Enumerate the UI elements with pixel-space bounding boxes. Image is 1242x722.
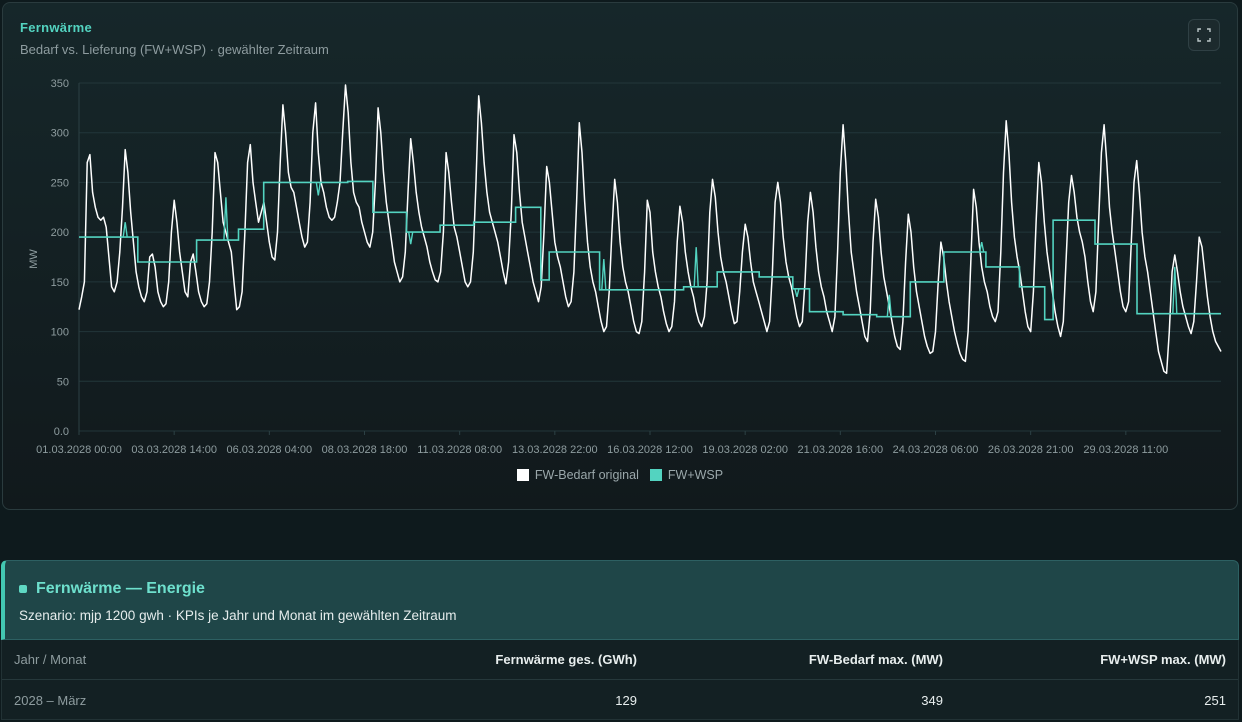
delivery-peak	[408, 231, 414, 245]
legend-item-delivery[interactable]: FW+WSP	[649, 468, 724, 482]
fullscreen-button[interactable]	[1188, 19, 1220, 51]
x-tick-label: 16.03.2028 12:00	[607, 444, 693, 456]
chart-series	[78, 84, 1222, 375]
y-tick-label: 350	[51, 78, 69, 90]
kpi-table-header: Jahr / Monat Fernwärme ges. (GWh) FW-Bed…	[2, 640, 1238, 680]
legend-label-delivery: FW+WSP	[667, 468, 724, 482]
y-tick-label: 200	[51, 227, 69, 239]
x-tick-label: 29.03.2028 11:00	[1083, 444, 1168, 456]
y-axis-label: MW	[28, 249, 40, 269]
series-line-delivery	[79, 180, 1221, 321]
cell-energy: 129	[615, 693, 637, 708]
y-tick-label: 0.0	[54, 426, 69, 438]
fullscreen-icon	[1197, 28, 1211, 42]
chart-title: Fernwärme	[20, 20, 93, 35]
legend-swatch-demand	[516, 469, 529, 481]
cell-demand-max: 349	[921, 693, 943, 708]
x-tick-label: 08.03.2028 18:00	[322, 444, 408, 456]
square-bullet-icon	[19, 585, 27, 593]
x-tick-label: 03.03.2028 14:00	[131, 444, 217, 456]
delivery-peak	[979, 241, 985, 253]
x-tick-label: 21.03.2028 16:00	[798, 444, 884, 456]
x-tick-label: 19.03.2028 02:00	[702, 444, 788, 456]
column-header-delivery-max[interactable]: FW+WSP max. (MW)	[1100, 652, 1226, 667]
legend-item-demand[interactable]: FW-Bedarf original	[516, 468, 639, 482]
column-header-period[interactable]: Jahr / Monat	[14, 652, 87, 667]
x-tick-label: 26.03.2028 21:00	[988, 444, 1074, 456]
delivery-peak	[315, 182, 321, 196]
x-tick-label: 01.03.2028 00:00	[36, 444, 122, 456]
delivery-peak	[693, 247, 699, 287]
column-header-demand-max[interactable]: FW-Bedarf max. (MW)	[808, 652, 943, 667]
series-line-demand	[78, 84, 1222, 375]
legend-label-demand: FW-Bedarf original	[534, 468, 639, 482]
table-row: 2028 – März 129 349 251	[2, 681, 1238, 721]
chart-subtitle: Bedarf vs. Lieferung (FW+WSP) · gewählte…	[20, 42, 329, 57]
cell-delivery-max: 251	[1204, 693, 1226, 708]
delivery-peak	[794, 288, 800, 297]
y-tick-label: 100	[51, 327, 69, 339]
cell-period: 2028 – März	[14, 693, 87, 708]
x-tick-label: 13.03.2028 22:00	[512, 444, 598, 456]
x-tick-label: 06.03.2028 04:00	[227, 444, 313, 456]
chart-card: Fernwärme Bedarf vs. Lieferung (FW+WSP) …	[2, 2, 1238, 510]
y-axis-ticks: 0.0 50 100 150 200 250 300 350	[51, 78, 69, 438]
column-header-energy[interactable]: Fernwärme ges. (GWh)	[495, 652, 637, 667]
x-axis-ticks: 01.03.2028 00:00 03.03.2028 14:00 06.03.20…	[36, 431, 1168, 456]
delivery-peak	[1172, 266, 1178, 314]
y-tick-label: 300	[51, 128, 69, 140]
delivery-peak	[886, 294, 892, 317]
kpi-header: Fernwärme — Energie Szenario: mjp 1200 g…	[1, 560, 1239, 640]
legend-swatch-delivery	[649, 469, 662, 481]
delivery-peak	[601, 258, 607, 290]
kpi-subtitle: Szenario: mjp 1200 gwh · KPIs je Jahr un…	[19, 608, 457, 623]
chart-grid	[78, 82, 1221, 432]
x-tick-label: 24.03.2028 06:00	[893, 444, 979, 456]
y-tick-label: 50	[57, 376, 69, 388]
delivery-peak	[122, 222, 128, 238]
line-chart: 0.0 50 100 150 200 250 300 350 01.03.2028 00:00…	[28, 78, 1222, 456]
y-tick-label: 150	[51, 277, 69, 289]
y-tick-label: 250	[51, 177, 69, 189]
x-tick-label: 11.03.2028 08:00	[417, 444, 502, 456]
kpi-title-row: Fernwärme — Energie	[19, 580, 205, 598]
chart-legend: FW-Bedarf original FW+WSP	[3, 468, 1237, 482]
delivery-peak	[223, 197, 229, 241]
kpi-title: Fernwärme — Energie	[36, 580, 205, 597]
kpi-table: Jahr / Monat Fernwärme ges. (GWh) FW-Bed…	[1, 640, 1239, 720]
